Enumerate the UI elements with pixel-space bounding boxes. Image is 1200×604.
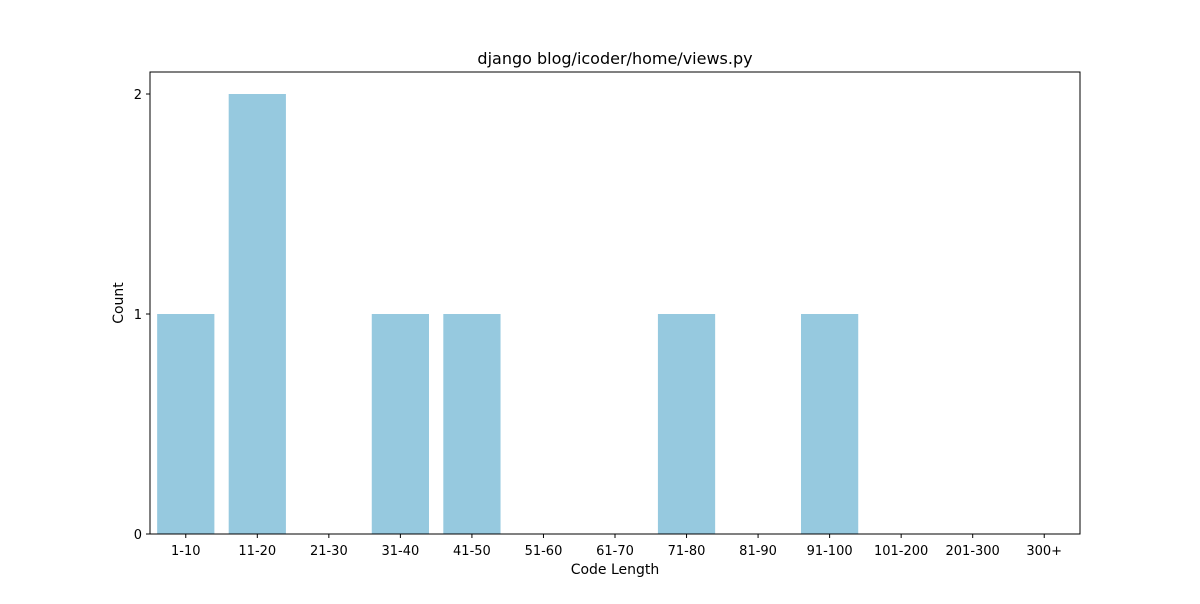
plot-frame: [150, 72, 1080, 534]
y-tick-label: 1: [134, 308, 142, 323]
bar-1-10: [157, 314, 214, 534]
x-tick-label: 91-100: [807, 544, 853, 559]
x-tick-label: 61-70: [596, 544, 634, 559]
x-tick-label: 51-60: [525, 544, 563, 559]
x-tick-label: 81-90: [739, 544, 777, 559]
x-tick-label: 21-30: [310, 544, 348, 559]
chart-title: django blog/icoder/home/views.py: [477, 49, 752, 68]
x-tick-label: 201-300: [946, 544, 1000, 559]
x-tick-label: 101-200: [874, 544, 928, 559]
y-axis-label: Count: [111, 282, 127, 324]
x-axis-ticks: 1-10 11-20 21-30 31-40 41-50 51-60 61-70 71-80 8…: [171, 534, 1062, 559]
x-tick-label: 11-20: [238, 544, 276, 559]
x-tick-label: 300+: [1026, 544, 1062, 559]
x-tick-label: 31-40: [381, 544, 419, 559]
bar-91-100: [801, 314, 858, 534]
bar-31-40: [372, 314, 429, 534]
bar-71-80: [658, 314, 715, 534]
y-axis-ticks: 0 1 2: [134, 88, 150, 543]
x-tick-label: 71-80: [668, 544, 706, 559]
y-tick-label: 2: [134, 88, 142, 103]
bar-41-50: [443, 314, 500, 534]
bar-11-20: [229, 94, 286, 534]
x-tick-label: 1-10: [171, 544, 201, 559]
x-tick-label: 41-50: [453, 544, 491, 559]
x-axis-label: Code Length: [571, 562, 660, 578]
y-tick-label: 0: [134, 528, 142, 543]
bars-layer: [157, 94, 858, 534]
